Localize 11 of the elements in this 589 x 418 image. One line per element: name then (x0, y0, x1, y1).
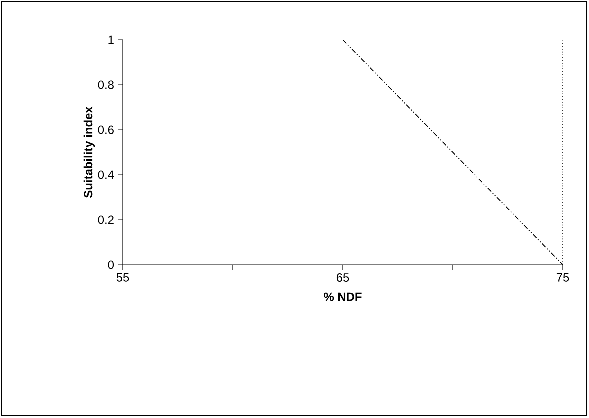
x-tick-label: 75 (556, 274, 570, 282)
x-tick-label: 65 (336, 274, 350, 282)
y-tick-label: 0.2 (98, 216, 114, 224)
y-tick-label: 1 (108, 36, 114, 44)
y-axis-title: Suitability index (84, 106, 96, 198)
y-tick-label: 0 (108, 260, 114, 270)
y-tick-label: 0.6 (98, 126, 114, 134)
x-tick-label: 55 (116, 274, 130, 282)
y-tick-label: 0.4 (98, 170, 114, 180)
x-axis-title: % NDF (324, 292, 362, 302)
y-tick-label: 0.8 (98, 80, 114, 90)
